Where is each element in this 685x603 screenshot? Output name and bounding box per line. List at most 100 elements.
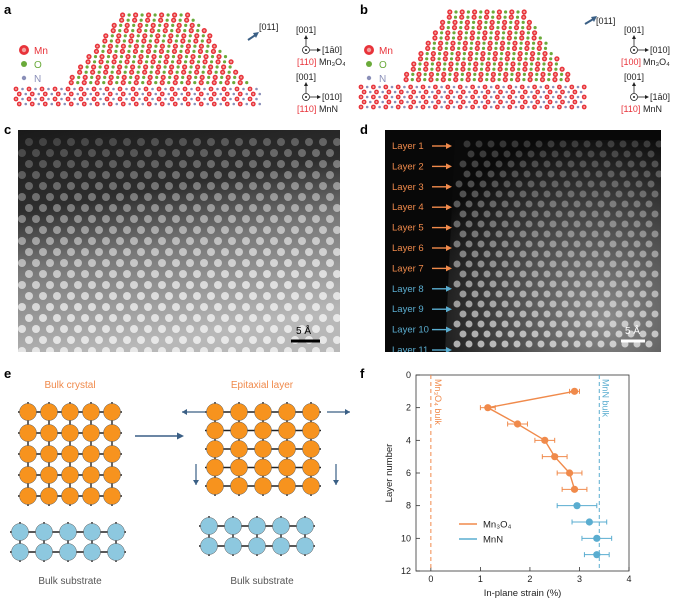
atom-column (284, 237, 292, 245)
atom-column (465, 320, 473, 328)
atom-column (214, 193, 222, 201)
atom-column (151, 160, 159, 168)
atom-column (116, 347, 124, 352)
n-atom (37, 92, 41, 96)
n-atom (115, 92, 119, 96)
atom-column (88, 149, 96, 157)
o-atom (522, 78, 526, 82)
atom-column (67, 248, 75, 256)
atom-column (607, 170, 615, 178)
n-atom (378, 85, 381, 89)
atom-column (495, 330, 503, 338)
n-atom (477, 95, 481, 99)
o-atom (529, 67, 533, 71)
lattice-ball (296, 537, 314, 555)
n-atom (154, 92, 158, 96)
o-atom (533, 26, 537, 30)
atom-column (25, 270, 33, 278)
atom-column (109, 160, 117, 168)
atom-column (583, 140, 591, 148)
atom-column (495, 250, 503, 258)
n-atom (378, 105, 381, 109)
n-atom (555, 100, 558, 104)
atom-column (326, 237, 334, 245)
n-atom (177, 97, 180, 101)
atom-column (165, 182, 173, 190)
o-atom (165, 18, 169, 22)
o-atom (547, 72, 551, 76)
n-atom (555, 90, 558, 94)
n-atom (564, 95, 567, 99)
o-atom (485, 78, 489, 82)
atom-column (207, 226, 215, 234)
atom-column (597, 300, 605, 308)
n-atom (542, 90, 546, 94)
o-atom (132, 55, 137, 59)
bulk-substrate-left-label: Bulk substrate (38, 576, 102, 587)
atom-column (453, 240, 461, 248)
o-atom (485, 72, 489, 76)
atom-column (207, 292, 215, 300)
n-atom (514, 95, 518, 99)
atom-column (547, 140, 555, 148)
atom-column (242, 347, 250, 352)
lattice-ball (302, 440, 320, 458)
atom-column (551, 150, 559, 158)
atom-column (487, 170, 495, 178)
atom-column (312, 171, 320, 179)
lattice-ball (103, 445, 121, 463)
atom-column (513, 260, 521, 268)
atom-column (200, 237, 208, 245)
o-atom (532, 41, 536, 45)
n-atom (427, 105, 431, 109)
o-atom (509, 20, 513, 24)
atom-column (525, 200, 533, 208)
atom-column (284, 215, 292, 223)
atom-column (607, 140, 615, 148)
atom-column (471, 290, 479, 298)
atom-column (67, 204, 75, 212)
atom-column (46, 281, 54, 289)
atom-column (513, 240, 521, 248)
atom-column (179, 138, 187, 146)
atom-column (561, 220, 569, 228)
atom-column (573, 200, 581, 208)
atom-column (130, 171, 138, 179)
o-atom (439, 36, 443, 40)
o-atom (489, 31, 493, 35)
atom-column (519, 250, 527, 258)
atom-column (67, 292, 75, 300)
atom-column (453, 320, 461, 328)
n-atom (415, 85, 419, 89)
atom-column (235, 182, 243, 190)
atom-column (453, 200, 461, 208)
o-atom (513, 36, 518, 40)
n-atom (579, 100, 583, 104)
atom-column (74, 281, 82, 289)
atom-column (235, 270, 243, 278)
atom-column (651, 310, 659, 318)
n-atom (99, 97, 102, 101)
x-tick-label: 1 (478, 574, 483, 584)
lattice-ball (254, 440, 272, 458)
lattice-ball (59, 523, 77, 541)
atom-column (39, 138, 47, 146)
atom-legend-a: Mn O N (19, 45, 48, 85)
o-atom (183, 29, 187, 33)
atom-column (235, 292, 243, 300)
o-atom (471, 26, 475, 30)
atom-column (172, 171, 180, 179)
atom-column (235, 138, 243, 146)
lattice-ball (103, 403, 121, 421)
atom-column (513, 300, 521, 308)
atom-column (555, 290, 563, 298)
n-atom (551, 85, 555, 89)
atom-column (193, 182, 201, 190)
o-atom (505, 62, 509, 66)
layer-label: Layer 5 (392, 223, 424, 234)
atom-column (25, 226, 33, 234)
n-atom (564, 105, 567, 109)
atom-column (651, 290, 659, 298)
atom-column (483, 210, 491, 218)
o-atom (135, 39, 139, 43)
